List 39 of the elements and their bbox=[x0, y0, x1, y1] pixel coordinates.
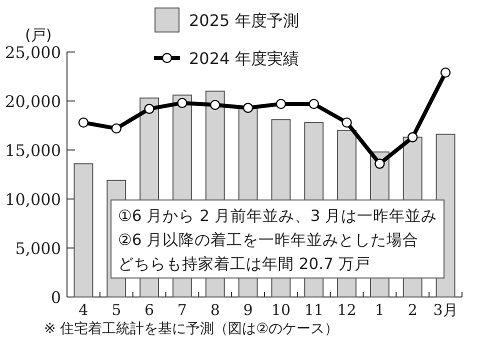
y-tick-label: 15,000 bbox=[5, 141, 61, 160]
annotation: どちらも持家着工は年間 20.7 万戸 bbox=[118, 255, 370, 273]
point bbox=[144, 104, 154, 114]
point bbox=[342, 117, 352, 128]
x-tick-label: 6 bbox=[144, 301, 154, 319]
point bbox=[308, 98, 319, 110]
x-tick-label: 5 bbox=[112, 301, 122, 319]
y-tick-label: 25,000 bbox=[5, 43, 61, 62]
x-tick-label: 3月 bbox=[433, 301, 458, 319]
x-tick-label: 7 bbox=[177, 301, 187, 319]
legend-label: 2024 年度実績 bbox=[189, 49, 299, 68]
text: ※ 住宅着工統計を基に予測（図は②のケース） bbox=[44, 321, 339, 337]
point bbox=[210, 100, 220, 110]
bar bbox=[74, 163, 94, 298]
point bbox=[276, 98, 286, 110]
y-tick-label: 20,000 bbox=[5, 92, 61, 111]
x-tick-label: 2 bbox=[408, 301, 418, 319]
y-tick-label: 10,000 bbox=[5, 190, 61, 209]
annotation: ②6 月以降の着工を一昨年並みとした場合 bbox=[118, 231, 419, 249]
point bbox=[111, 123, 122, 134]
x-tick-label: 12 bbox=[337, 301, 356, 319]
point bbox=[177, 98, 188, 108]
x-tick-label: 11 bbox=[304, 301, 324, 319]
point bbox=[78, 117, 89, 128]
x-tick-label: 4 bbox=[78, 301, 88, 319]
legend-label: 2025 年度予測 bbox=[189, 11, 299, 30]
x-tick-label: 10 bbox=[271, 301, 291, 319]
y-tick-label: 5,000 bbox=[15, 239, 61, 258]
x-tick-label: 9 bbox=[243, 301, 253, 319]
y-axis-title: (戸) bbox=[25, 26, 52, 44]
annotation-box: ①6 月から 2 月前年並み、3 月は一昨年並み ②6 月以降の着工を一昨年並みとした場合 どちらも持家着工は年間 20.7 万戸 bbox=[110, 200, 444, 278]
point bbox=[374, 158, 385, 169]
x-tick-label: 1 bbox=[374, 301, 384, 319]
y-tick-label: 0 bbox=[50, 288, 61, 307]
x-tick-label: 8 bbox=[210, 301, 220, 319]
point bbox=[408, 132, 418, 142]
point bbox=[242, 102, 254, 113]
annotation: ①6 月から 2 月前年並み、3 月は一昨年並み bbox=[118, 207, 438, 225]
point bbox=[440, 67, 451, 78]
